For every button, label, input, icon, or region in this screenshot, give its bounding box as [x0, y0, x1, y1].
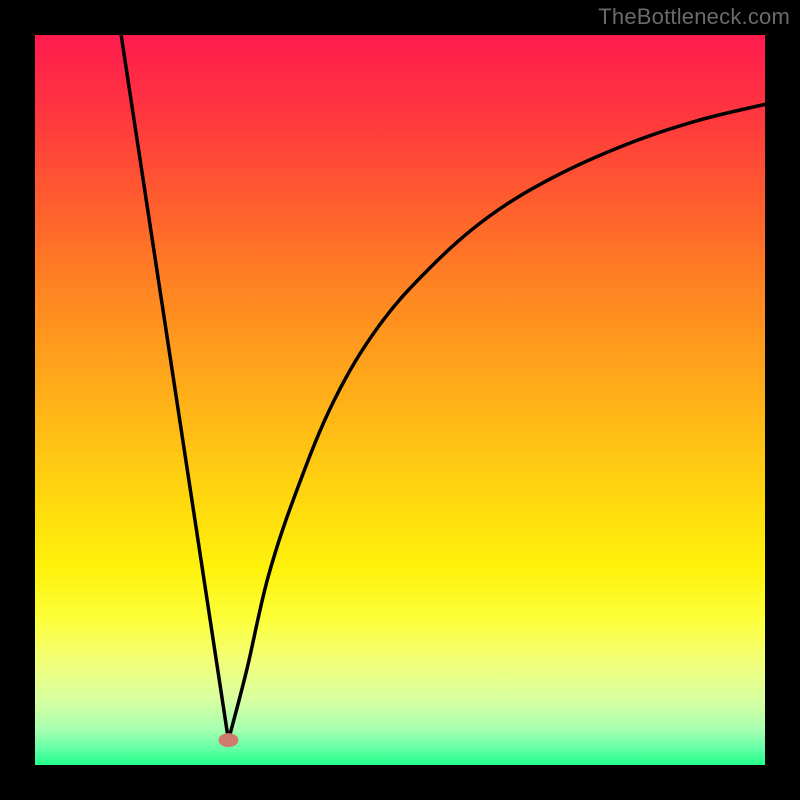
bottleneck-chart — [35, 35, 765, 765]
gradient-background — [35, 35, 765, 765]
plot-area — [35, 35, 765, 765]
chart-container: TheBottleneck.com — [0, 0, 800, 800]
optimal-point-marker — [218, 733, 238, 747]
watermark-text: TheBottleneck.com — [598, 4, 790, 30]
